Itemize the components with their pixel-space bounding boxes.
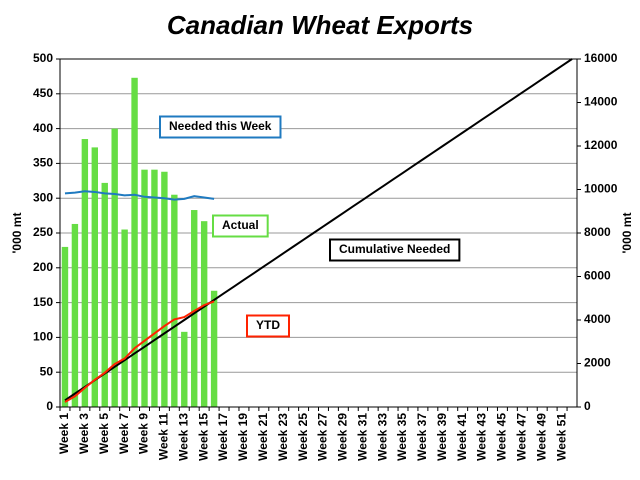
y-axis-label: '000 mt (10, 213, 24, 254)
y2-tick-label: 16000 (584, 51, 618, 65)
bar (171, 194, 178, 407)
x-tick-label: Week 19 (236, 413, 250, 461)
bar (71, 223, 79, 407)
x-tick-label: Week 27 (316, 413, 330, 461)
y-tick-label: 400 (33, 121, 53, 135)
bar (131, 77, 138, 408)
x-tick-label: Week 41 (455, 413, 469, 461)
y-tick-label: 200 (33, 260, 53, 274)
x-tick-label: Week 29 (336, 413, 350, 461)
y-tick-label: 350 (33, 156, 53, 170)
y-tick-label: 450 (33, 86, 53, 100)
series-label-box (246, 314, 290, 338)
bar (210, 290, 218, 407)
y-tick-label: 300 (33, 190, 53, 204)
x-tick-label: Week 37 (415, 413, 429, 461)
x-tick-label: Week 25 (296, 413, 310, 461)
series-label: Cumulative Needed (339, 242, 450, 256)
y2-axis-label: '000 mt (620, 213, 634, 254)
x-tick-label: Week 31 (355, 413, 369, 461)
x-tick-label: Week 11 (157, 413, 171, 460)
bar (191, 210, 198, 407)
series-label-box (329, 238, 461, 262)
x-tick-label: Week 51 (554, 413, 568, 461)
series-label: Needed this Week (169, 119, 272, 133)
y-tick-label: 250 (33, 225, 53, 239)
x-tick-label: Week 13 (176, 413, 190, 461)
series-label: YTD (256, 318, 280, 332)
bar (151, 169, 158, 407)
bar (200, 221, 208, 407)
bar (91, 147, 98, 407)
y2-tick-label: 6000 (584, 269, 611, 283)
bar (61, 246, 69, 407)
bar (121, 229, 128, 407)
series-label: Actual (222, 218, 259, 232)
y-tick-label: 100 (33, 330, 53, 344)
y-tick-label: 50 (40, 364, 54, 378)
line (64, 190, 215, 201)
x-tick-label: Week 21 (256, 413, 270, 461)
y2-tick-label: 2000 (584, 356, 611, 370)
y2-tick-label: 10000 (584, 182, 618, 196)
x-tick-label: Week 1 (57, 413, 71, 454)
x-tick-label: Week 5 (97, 413, 111, 454)
y-tick-label: 0 (46, 399, 53, 413)
x-tick-label: Week 3 (77, 413, 91, 454)
bar (161, 171, 168, 407)
x-tick-label: Week 33 (375, 413, 389, 461)
x-tick-label: Week 47 (514, 413, 528, 461)
y-tick-label: 150 (33, 295, 53, 309)
x-tick-label: Week 9 (137, 413, 151, 454)
series-label-box (212, 214, 269, 238)
y2-tick-label: 14000 (584, 95, 618, 109)
x-tick-label: Week 15 (196, 413, 210, 461)
series-label-box (159, 115, 282, 139)
x-tick-label: Week 49 (534, 413, 548, 461)
y2-tick-label: 4000 (584, 312, 611, 326)
line (64, 58, 573, 402)
y2-tick-label: 12000 (584, 138, 618, 152)
bar (81, 139, 89, 408)
x-tick-label: Week 23 (276, 413, 290, 461)
x-tick-label: Week 35 (395, 413, 409, 461)
y-tick-label: 500 (33, 51, 53, 65)
bar (111, 128, 118, 407)
x-tick-label: Week 7 (117, 413, 131, 454)
y2-tick-label: 0 (584, 399, 591, 413)
y2-tick-label: 8000 (584, 225, 611, 239)
line (64, 300, 215, 403)
bar (181, 331, 188, 407)
x-tick-label: Week 43 (475, 413, 489, 461)
bar (141, 169, 148, 407)
chart-title: Canadian Wheat Exports (167, 10, 473, 40)
bar (101, 182, 108, 407)
plot-border (59, 58, 578, 408)
x-tick-label: Week 39 (435, 413, 449, 461)
x-tick-label: Week 17 (216, 413, 230, 461)
x-tick-label: Week 45 (495, 413, 509, 461)
